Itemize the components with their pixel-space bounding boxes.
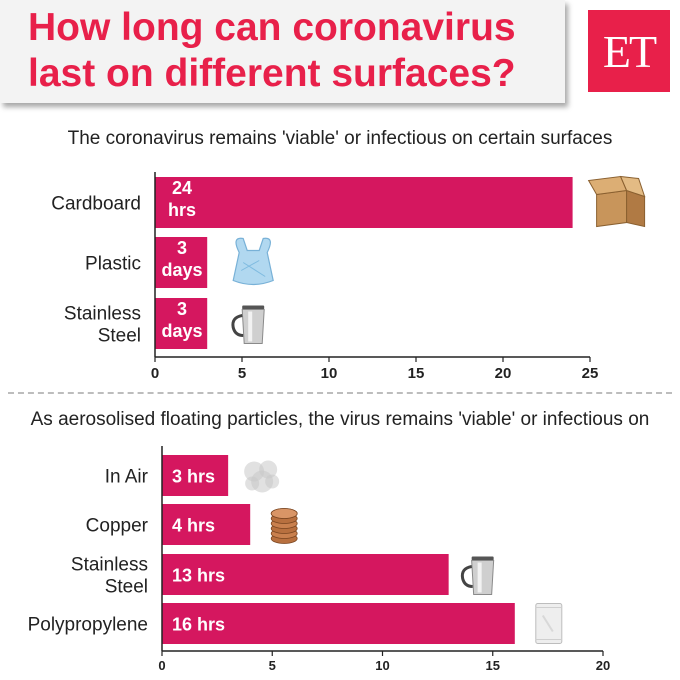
page-title-line-2: last on different surfaces? — [28, 52, 516, 95]
smoke-cloud-icon — [244, 460, 280, 493]
steel-mug-icon — [231, 305, 265, 344]
chart1-subtitle: The coronavirus remains 'viable' or infe… — [67, 128, 613, 149]
category-label: Cardboard — [51, 194, 141, 215]
x-tick-label: 10 — [321, 365, 338, 382]
x-tick-label: 10 — [375, 658, 389, 673]
bar-2-2 — [162, 554, 449, 595]
category-label: Plastic — [85, 254, 141, 275]
category-label: Copper — [86, 516, 149, 537]
category-label: Stainless Steel — [71, 555, 148, 598]
x-tick-label: 0 — [158, 658, 165, 673]
bar-2-1 — [162, 504, 251, 545]
x-tick-label: 15 — [486, 658, 500, 673]
bar-2-3 — [162, 603, 515, 644]
chart2-subtitle: As aerosolised floating particles, the v… — [30, 409, 650, 430]
category-label: Polypropylene — [28, 615, 148, 636]
data-label: 24 hrs — [168, 178, 196, 220]
data-label: 3 hrs — [172, 467, 215, 487]
plastic-bag-icon — [232, 237, 274, 286]
coin-stack-icon — [270, 508, 298, 544]
x-tick-label: 15 — [408, 365, 425, 382]
cardboard-box-icon — [587, 175, 646, 228]
category-label: In Air — [105, 467, 149, 488]
steel-mug-icon — [460, 556, 495, 595]
data-label: 16 hrs — [172, 615, 225, 635]
x-tick-label: 0 — [151, 365, 159, 382]
data-label: 3 days — [161, 299, 202, 341]
bar-1-1 — [155, 237, 208, 288]
x-tick-label: 5 — [269, 658, 276, 673]
bar-1-2 — [155, 298, 208, 349]
bar-1-0 — [155, 177, 573, 228]
bar-2-0 — [162, 455, 229, 496]
page-title-line-1: How long can coronavirus — [28, 6, 516, 49]
category-label: Stainless Steel — [64, 304, 141, 347]
section-divider — [8, 392, 672, 394]
x-tick-label: 25 — [582, 365, 599, 382]
x-tick-label: 20 — [495, 365, 512, 382]
x-tick-label: 20 — [596, 658, 610, 673]
et-logo: ET — [588, 10, 670, 92]
polypropylene-bag-icon — [535, 603, 563, 644]
data-label: 4 hrs — [172, 516, 215, 536]
data-label: 13 hrs — [172, 566, 225, 586]
title-box: How long can coronavirus last on differe… — [0, 0, 565, 103]
x-tick-label: 5 — [238, 365, 246, 382]
data-label: 3 days — [161, 238, 202, 280]
